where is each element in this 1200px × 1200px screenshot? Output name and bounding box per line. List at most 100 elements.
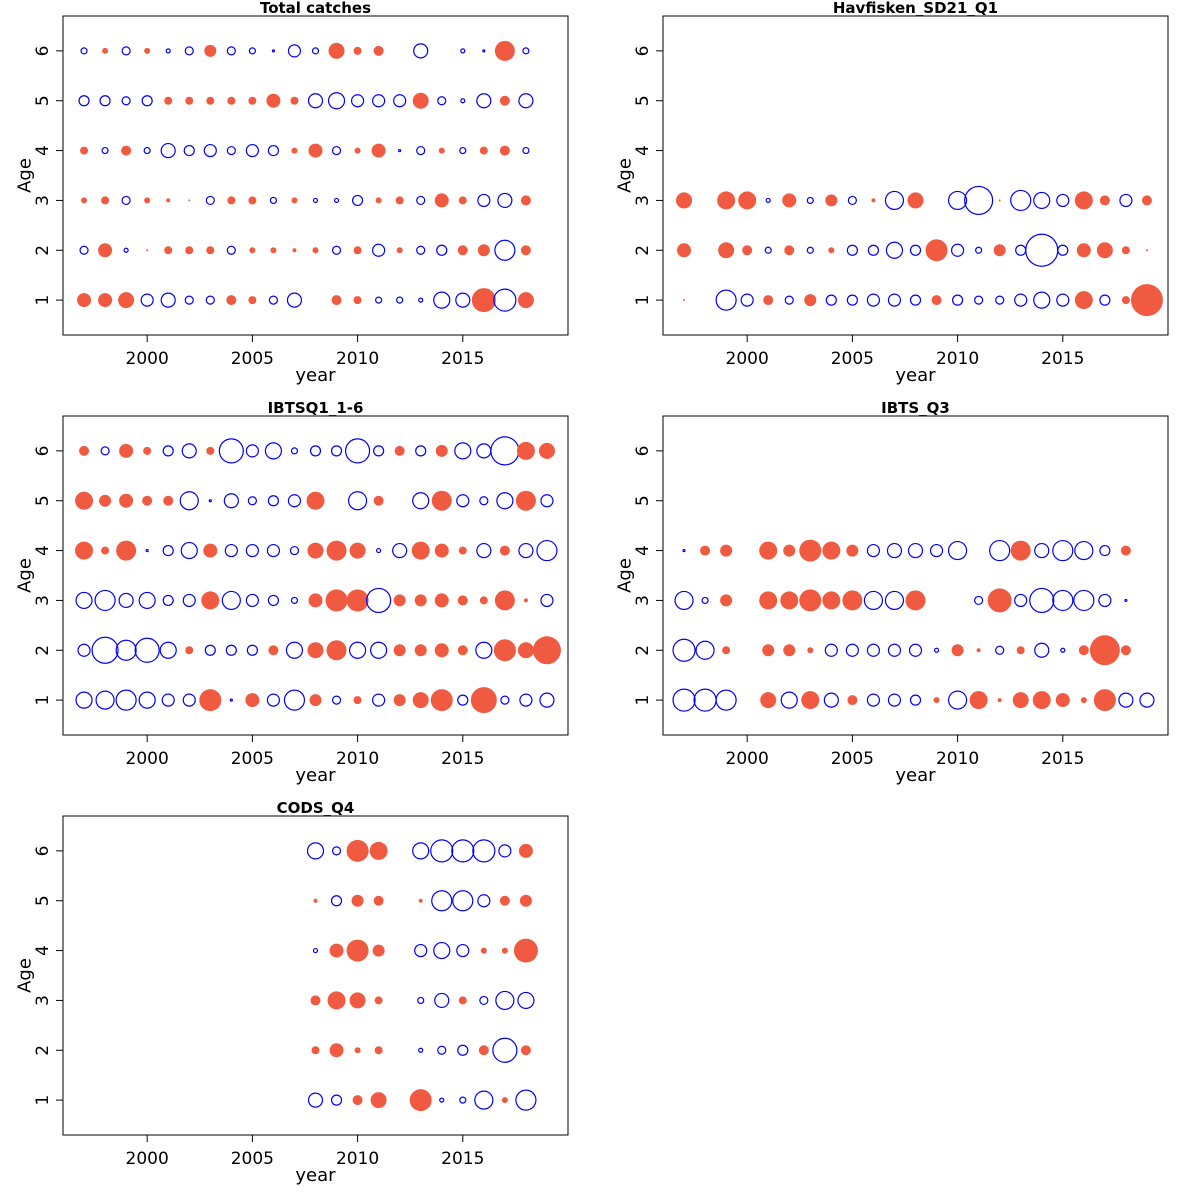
residual-bubble-positive (146, 249, 149, 252)
residual-bubble-negative (311, 47, 320, 55)
residual-bubble-negative (764, 246, 772, 254)
residual-bubble-positive (951, 644, 964, 657)
residual-bubble-positive (822, 541, 841, 560)
residual-bubble-negative (887, 293, 902, 307)
y-tick-label: 4 (33, 945, 53, 956)
residual-bubble-negative (887, 693, 902, 707)
residual-bubble-negative (456, 494, 470, 508)
residual-bubble-negative (290, 447, 299, 455)
residual-bubble-negative (1056, 193, 1070, 208)
y-axis-label: Age (615, 558, 636, 593)
residual-bubble-positive (538, 442, 555, 459)
residual-bubble-positive (393, 694, 406, 707)
residual-bubble-negative (695, 640, 715, 660)
residual-bubble-positive (784, 245, 795, 256)
x-tick-label: 2000 (126, 349, 169, 369)
residual-bubble-negative (1099, 294, 1111, 306)
residual-bubble-negative (229, 698, 233, 702)
residual-bubble-negative (515, 1089, 537, 1111)
y-tick-label: 5 (33, 895, 53, 906)
residual-bubble-negative (372, 693, 386, 707)
residual-bubble-negative (452, 890, 474, 912)
y-tick-label: 5 (33, 95, 53, 106)
residual-bubble-negative (415, 445, 427, 457)
residual-bubble-positive (370, 1092, 387, 1109)
residual-bubble-positive (1089, 635, 1120, 666)
residual-bubble-negative (312, 947, 319, 954)
residual-bubble-positive (393, 594, 406, 607)
residual-bubble-negative (1029, 587, 1055, 614)
residual-bubble-positive (79, 445, 90, 456)
x-axis-label: year (895, 765, 936, 786)
residual-bubble-negative (350, 94, 365, 108)
residual-bubble-negative (437, 96, 447, 106)
residual-bubble-negative (286, 292, 303, 308)
residual-bubble-positive (759, 591, 778, 610)
residual-bubble-negative (416, 145, 426, 156)
y-tick-label: 3 (33, 195, 53, 206)
residual-bubble-positive (204, 44, 217, 57)
residual-bubble-negative (845, 643, 859, 657)
residual-bubble-positive (414, 644, 427, 657)
residual-bubble-negative (1052, 589, 1074, 612)
residual-bubble-positive (513, 938, 538, 963)
residual-bubble-negative (454, 442, 472, 460)
residual-bubble-positive (825, 194, 838, 207)
residual-bubble-negative (476, 93, 492, 109)
residual-bubble-positive (201, 591, 220, 610)
y-tick-label: 3 (633, 595, 653, 606)
residual-bubble-positive (409, 1089, 432, 1112)
residual-bubble-negative (867, 244, 880, 256)
y-tick-label: 2 (633, 645, 653, 656)
residual-bubble-negative (226, 245, 236, 255)
panel-title: CODS_Q4 (277, 799, 355, 817)
panel-title: Havfisken_SD21_Q1 (833, 0, 998, 17)
residual-bubble-negative (396, 296, 404, 304)
residual-bubble-positive (308, 143, 323, 158)
residual-bubble-positive (515, 490, 536, 511)
residual-bubble-positive (846, 544, 859, 557)
residual-bubble-positive (1096, 242, 1113, 259)
residual-bubble-negative (518, 542, 534, 559)
residual-bubble-negative (398, 148, 402, 153)
residual-bubble-positive (346, 589, 369, 612)
residual-bubble-positive (199, 689, 222, 712)
residual-bubble-negative (330, 895, 343, 907)
residual-bubble-negative (536, 539, 558, 562)
residual-bubble-negative (496, 492, 514, 510)
residual-bubble-positive (98, 293, 113, 308)
residual-bubble-negative (331, 245, 342, 255)
residual-bubble-negative (1052, 539, 1074, 562)
residual-bubble-negative (1139, 692, 1155, 708)
residual-bubble-negative (1124, 598, 1128, 603)
residual-bubble-positive (997, 698, 1002, 703)
x-tick-label: 2015 (441, 1149, 484, 1169)
residual-bubble-positive (312, 247, 319, 254)
residual-bubble-negative (909, 294, 922, 306)
residual-bubble-negative (344, 438, 371, 464)
residual-bubble-positive (142, 495, 153, 506)
residual-bubble-negative (476, 542, 492, 559)
residual-bubble-negative (183, 144, 195, 157)
residual-bubble-positive (430, 689, 453, 712)
residual-bubble-positive (331, 295, 342, 306)
residual-bubble-negative (115, 639, 137, 661)
panel-title: IBTS_Q3 (881, 399, 950, 417)
residual-bubble-positive (353, 246, 362, 255)
residual-bubble-positive (393, 644, 406, 657)
residual-bubble-negative (519, 693, 533, 707)
x-tick-label: 2010 (936, 749, 979, 769)
residual-bubble-negative (290, 596, 299, 605)
residual-bubble-positive (480, 947, 487, 954)
residual-bubble-positive (226, 295, 237, 306)
residual-bubble-positive (1076, 243, 1091, 258)
residual-bubble-negative (162, 544, 174, 557)
residual-bubble-positive (1032, 691, 1051, 710)
residual-bubble-negative (806, 196, 814, 205)
y-tick-label: 2 (33, 1045, 53, 1056)
residual-bubble-negative (145, 548, 149, 553)
residual-bubble-positive (434, 593, 449, 608)
residual-bubble-positive (760, 692, 777, 709)
residual-bubble-positive (998, 199, 1001, 202)
residual-bubble-negative (121, 195, 131, 206)
